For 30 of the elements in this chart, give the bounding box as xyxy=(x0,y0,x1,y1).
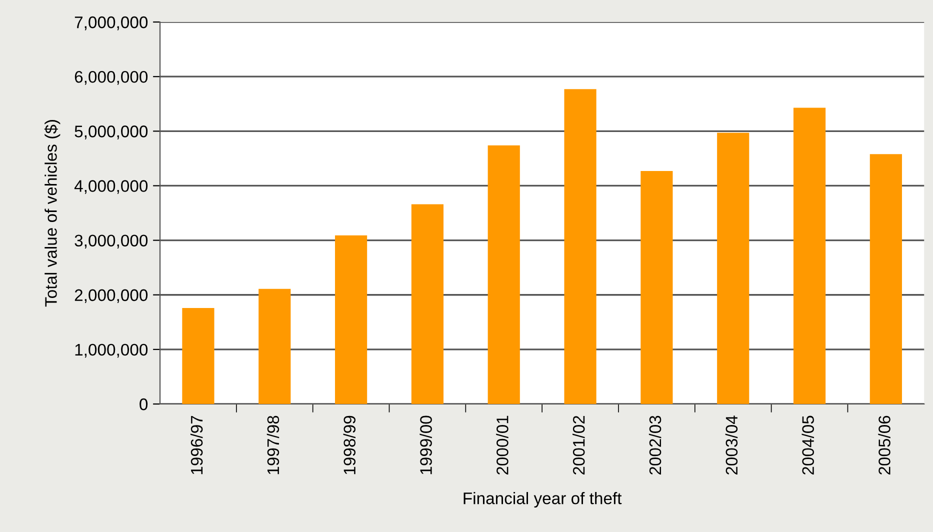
y-tick-label: 0 xyxy=(140,398,148,410)
bar xyxy=(411,204,444,404)
x-tick-label: 1999/00 xyxy=(420,416,432,474)
y-tick-label: 2,000,000 xyxy=(74,289,148,304)
y-axis-title: Total value of vehicles ($) xyxy=(44,120,60,307)
bar xyxy=(717,132,750,404)
x-tick-label: 1998/99 xyxy=(343,416,356,474)
y-tick-label: 7,000,000 xyxy=(74,16,148,30)
y-tick-label: 1,000,000 xyxy=(75,344,148,358)
y-tick-label: 3,000,000 xyxy=(74,234,148,248)
bar xyxy=(182,308,214,404)
bar xyxy=(870,154,902,404)
bar xyxy=(564,89,596,404)
y-tick-label: 5,000,000 xyxy=(74,126,148,140)
x-tick-label: 2004/05 xyxy=(802,416,814,475)
bar xyxy=(488,145,520,404)
x-tick-label: 1997/98 xyxy=(266,416,280,474)
bar xyxy=(793,108,826,404)
x-tick-label: 2005/06 xyxy=(878,416,890,475)
bar xyxy=(640,170,673,404)
x-tick-label: 2002/03 xyxy=(648,416,662,475)
bar xyxy=(258,288,291,404)
x-tick-label: 2001/02 xyxy=(572,416,585,475)
y-tick-label: 6,000,000 xyxy=(74,70,148,85)
bar xyxy=(334,235,368,404)
y-tick-label: 4,000,000 xyxy=(74,180,148,194)
x-tick-label: 1996/97 xyxy=(190,416,203,474)
x-tick-label: 2000/01 xyxy=(496,416,508,475)
x-tick-label: 2003/04 xyxy=(725,416,738,475)
x-axis-title: Financial year of theft xyxy=(464,492,622,508)
